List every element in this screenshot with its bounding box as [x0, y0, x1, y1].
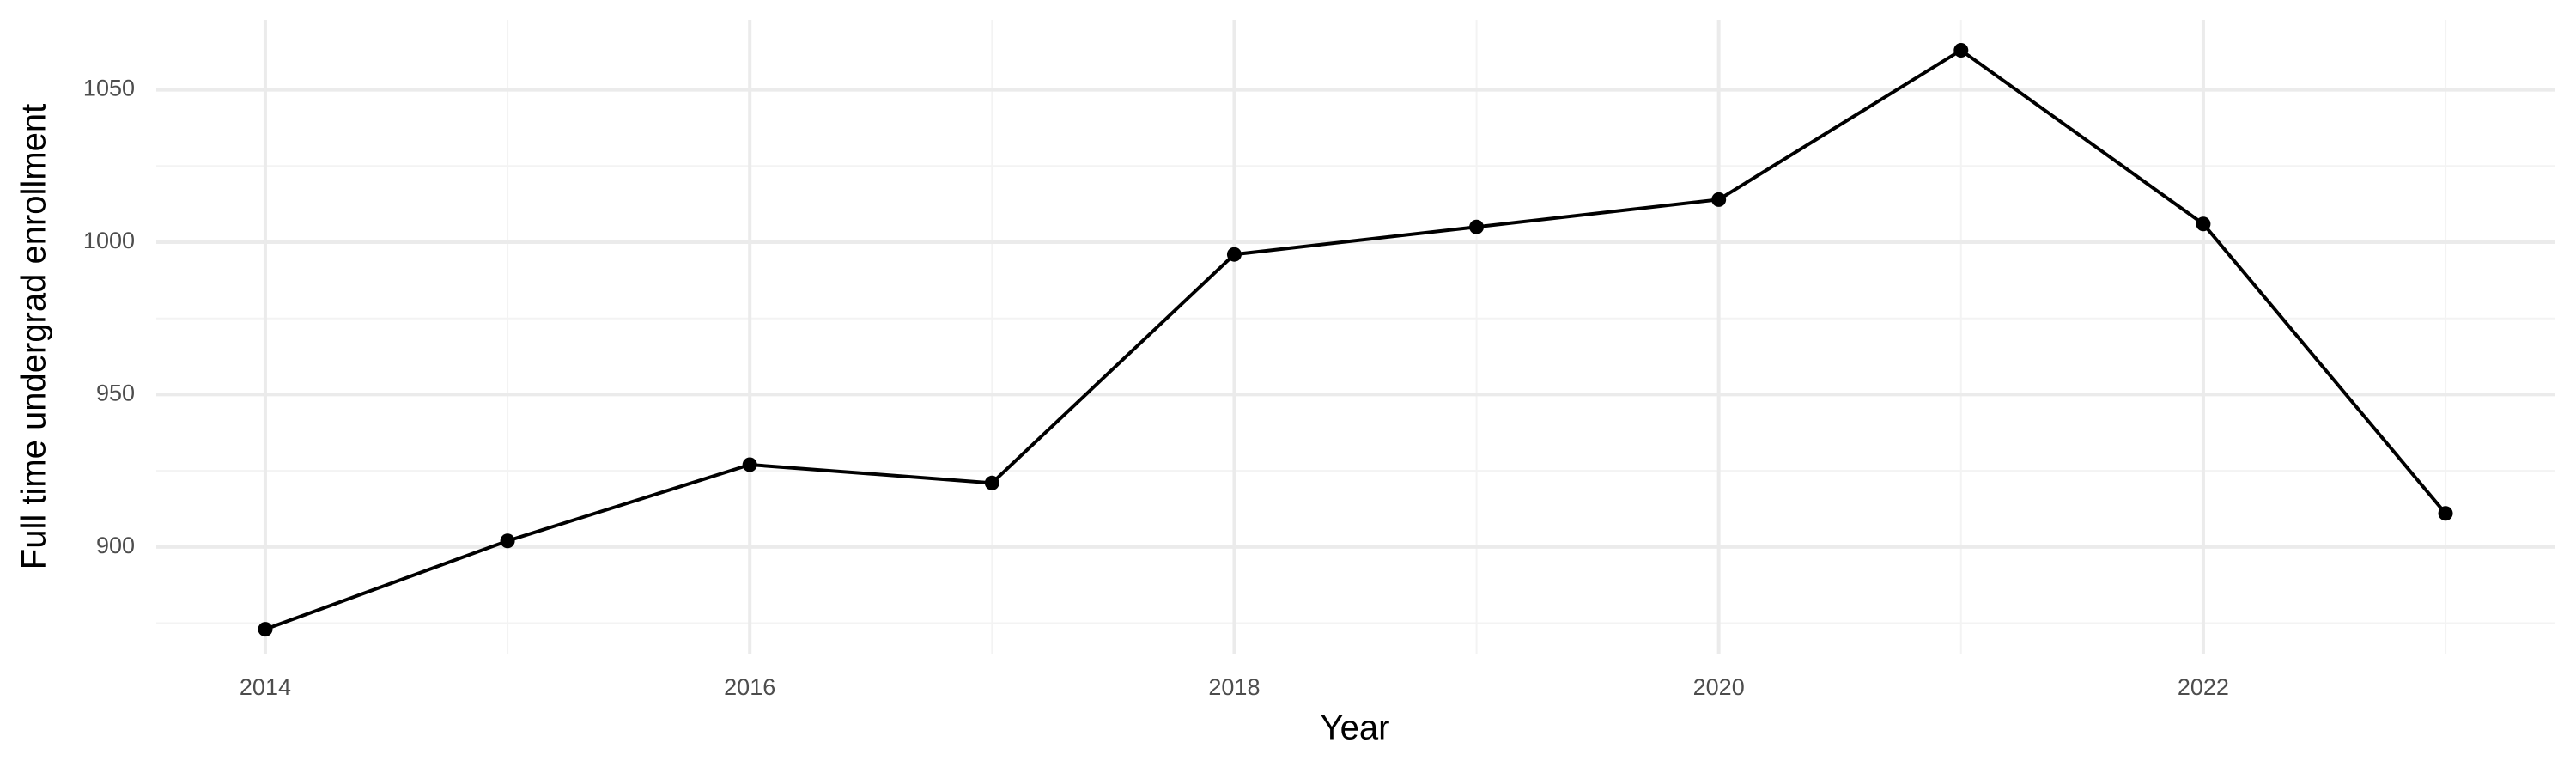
point	[500, 533, 515, 549]
point	[2196, 216, 2211, 232]
point	[1711, 192, 1727, 207]
y-tick-label: 1050	[83, 76, 135, 101]
point	[742, 457, 757, 472]
y-axis-title: Full time undergrad enrollment	[15, 104, 53, 569]
point	[984, 475, 999, 490]
x-tick-label: 2020	[1693, 674, 1745, 700]
point	[258, 622, 273, 637]
line	[264, 48, 2447, 631]
x-tick-label: 2014	[240, 674, 291, 700]
point	[1953, 42, 1969, 58]
point	[1469, 219, 1485, 234]
y-tick-label: 1000	[83, 228, 135, 253]
x-tick-label: 2022	[2178, 674, 2229, 700]
x-tick-label: 2016	[724, 674, 775, 700]
y-tick-label: 900	[96, 533, 135, 558]
y-tick-label: 950	[96, 380, 135, 406]
point	[2438, 506, 2453, 521]
x-axis-title: Year	[1321, 709, 1390, 747]
point	[1226, 247, 1242, 262]
x-tick-label: 2018	[1208, 674, 1260, 700]
